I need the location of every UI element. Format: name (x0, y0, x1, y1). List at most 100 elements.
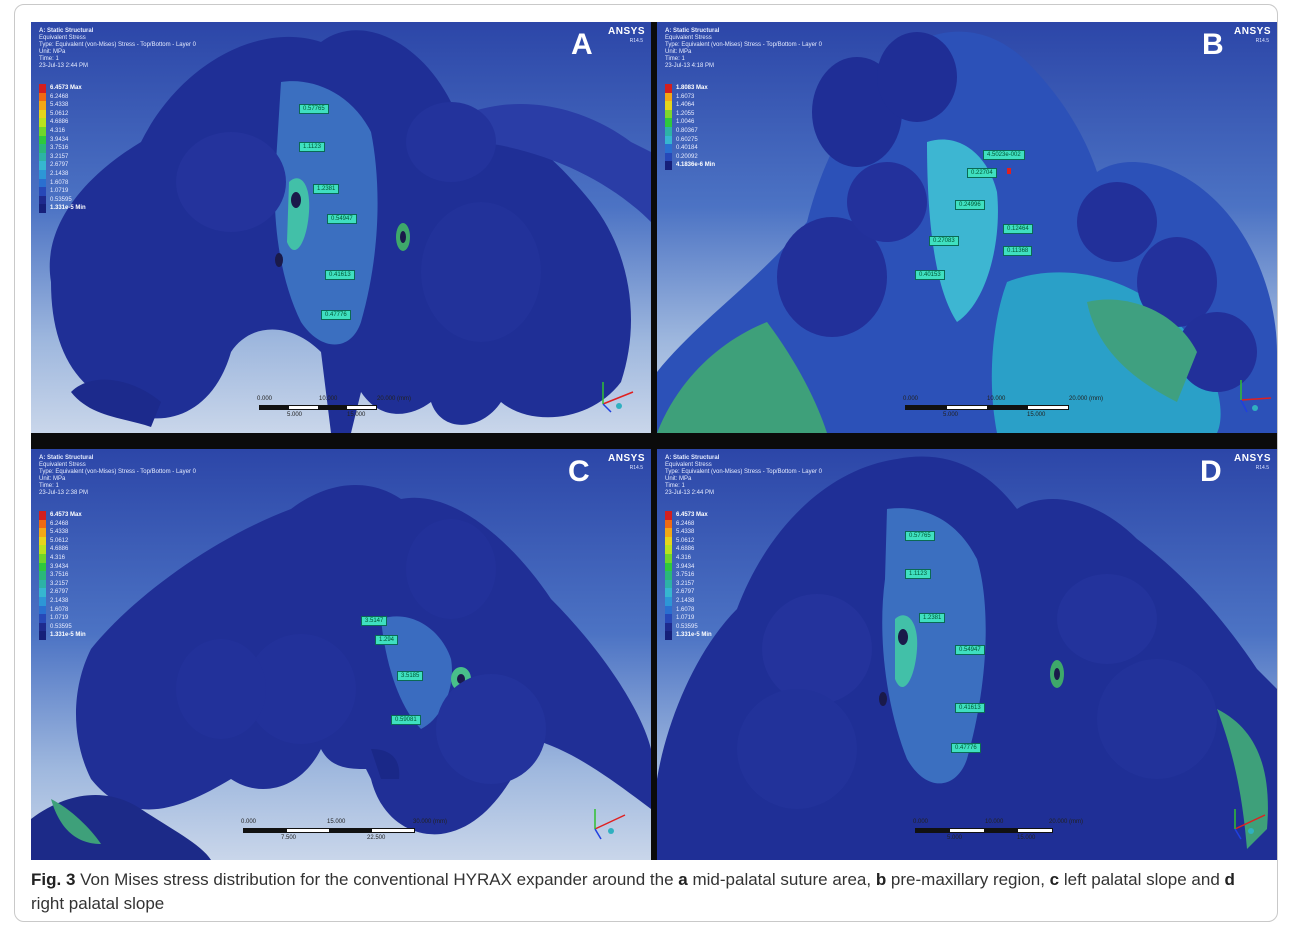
legend-label: 3.7516 (50, 145, 69, 152)
info-unit: Unit: MPa (665, 49, 692, 55)
probe-label: 0.22704 (967, 168, 997, 178)
probe-label: 0.54947 (327, 214, 357, 224)
legend-entry: 1.6078 (665, 605, 712, 615)
legend-swatch (39, 178, 46, 188)
legend-label: 1.2055 (676, 110, 695, 117)
scale-tick-label: 15.000 (327, 819, 346, 825)
caption-panel-ref: d (1224, 870, 1235, 889)
legend-entry: 1.6078 (39, 178, 86, 188)
legend-entry: 3.9434 (39, 135, 86, 145)
legend-entry: 6.4573 Max (39, 511, 86, 520)
legend-entry: 2.1438 (39, 596, 86, 606)
figure-grid: A: Static Structural Equivalent Stress T… (31, 22, 1277, 860)
panel-letter-b: B (1202, 28, 1224, 61)
caption-text: left palatal slope and (1059, 870, 1225, 889)
ansys-logo: ANSYS (1234, 453, 1271, 464)
legend-label: 6.2468 (50, 520, 69, 527)
legend-swatch (665, 118, 672, 127)
info-analysis: A: Static Structural (665, 28, 720, 34)
legend-label: 4.1836e-6 Min (676, 162, 716, 169)
legend-entry: 2.6797 (39, 161, 86, 170)
panel-a-model (49, 30, 651, 433)
probe-label: 1.294 (375, 635, 399, 645)
legend-entry: 1.4064 (665, 101, 715, 110)
scale-tick-label: 15.000 (1027, 412, 1046, 418)
ansys-logo: ANSYS (608, 453, 645, 464)
legend-swatch (39, 204, 46, 213)
probe-label: 0.59081 (391, 715, 421, 725)
legend-label: 6.4573 Max (50, 85, 82, 91)
scale-tick-label: 0.000 (913, 819, 929, 825)
legend-swatch (39, 562, 46, 572)
scale-tick-label: 15.000 (1017, 835, 1036, 841)
legend-label: 3.7516 (50, 572, 69, 579)
legend-swatch (39, 92, 46, 102)
legend-swatch (39, 135, 46, 145)
legend-label: 1.331e-5 Min (50, 632, 86, 639)
legend-swatch (39, 614, 46, 623)
info-analysis: A: Static Structural (665, 455, 720, 461)
legend-label: 4.316 (50, 554, 66, 561)
legend-label: 4.6886 (50, 119, 69, 126)
legend-swatch (665, 92, 672, 102)
panel-c-model (31, 485, 651, 860)
legend-entry: 5.0612 (39, 109, 86, 119)
legend-entry: 0.53595 (665, 622, 712, 632)
info-result: Equivalent Stress (39, 462, 86, 468)
legend-label: 4.316 (50, 127, 66, 134)
legend-swatch (665, 135, 672, 145)
legend-entry: 1.0719 (39, 614, 86, 623)
legend-swatch (39, 528, 46, 537)
legend-label: 3.9434 (50, 563, 69, 570)
legend-label: 5.0612 (50, 537, 69, 544)
legend-label: 2.6797 (50, 162, 69, 169)
legend-entry: 3.9434 (39, 562, 86, 572)
axis-triad-icon (1234, 809, 1266, 840)
legend-entry: 2.6797 (39, 588, 86, 597)
scale-bar-c: 0.000 15.000 30.000 (mm) 7.500 22.500 (241, 819, 461, 845)
legend-swatch (665, 545, 672, 554)
legend-entry: 4.316 (39, 126, 86, 136)
legend-label: 6.4573 Max (50, 512, 82, 518)
legend-swatch (39, 553, 46, 563)
ansys-logo: ANSYS (608, 26, 645, 37)
legend-label: 1.6073 (676, 93, 695, 100)
legend-entry: 5.4338 (39, 528, 86, 537)
legend-swatch (665, 511, 672, 520)
info-date: 23-Jul-13 4:18 PM (665, 63, 715, 69)
legend-swatch (39, 152, 46, 162)
legend-entry: 3.2157 (665, 579, 712, 589)
probe-label: 0.24996 (955, 200, 985, 210)
legend-label: 3.9434 (676, 563, 695, 570)
info-unit: Unit: MPa (39, 476, 66, 482)
legend-entry: 0.53595 (39, 195, 86, 205)
scale-tick-label: 20.000 (mm) (1069, 396, 1104, 402)
legend-swatch (39, 545, 46, 554)
info-time: Time: 1 (39, 483, 59, 489)
legend-entry: 5.4338 (39, 101, 86, 110)
legend-label: 1.6078 (676, 606, 695, 613)
legend-swatch (39, 605, 46, 615)
probe-label: 0.41613 (325, 270, 355, 280)
legend-label: 6.2468 (676, 520, 695, 527)
legend-entry: 4.6886 (39, 545, 86, 554)
legend-entry: 6.2468 (39, 519, 86, 529)
probe-label: 0.27083 (929, 236, 959, 246)
figure-caption: Fig. 3 Von Mises stress distribution for… (31, 868, 1271, 916)
legend-entry: 1.6073 (665, 92, 715, 102)
axis-triad-icon (602, 382, 634, 413)
legend-label: 2.1438 (50, 170, 69, 177)
panel-letter-a: A (571, 28, 593, 61)
probe-label: 4.5023e-002 (983, 150, 1025, 160)
legend-entry: 3.7516 (39, 571, 86, 580)
probe-label: 1.1123 (299, 142, 325, 152)
legend-label: 0.60275 (676, 136, 698, 143)
legend-label: 4.316 (676, 554, 692, 561)
legend-entry: 3.2157 (39, 152, 86, 162)
legend-label: 2.1438 (676, 597, 695, 604)
legend-entry: 1.2055 (665, 109, 715, 119)
legend-swatch (665, 605, 672, 615)
legend-swatch (665, 571, 672, 580)
legend-a: 6.4573 Max 6.2468 5.4338 5.0612 4.6886 4.316 3… (39, 84, 86, 213)
legend-swatch (39, 169, 46, 179)
